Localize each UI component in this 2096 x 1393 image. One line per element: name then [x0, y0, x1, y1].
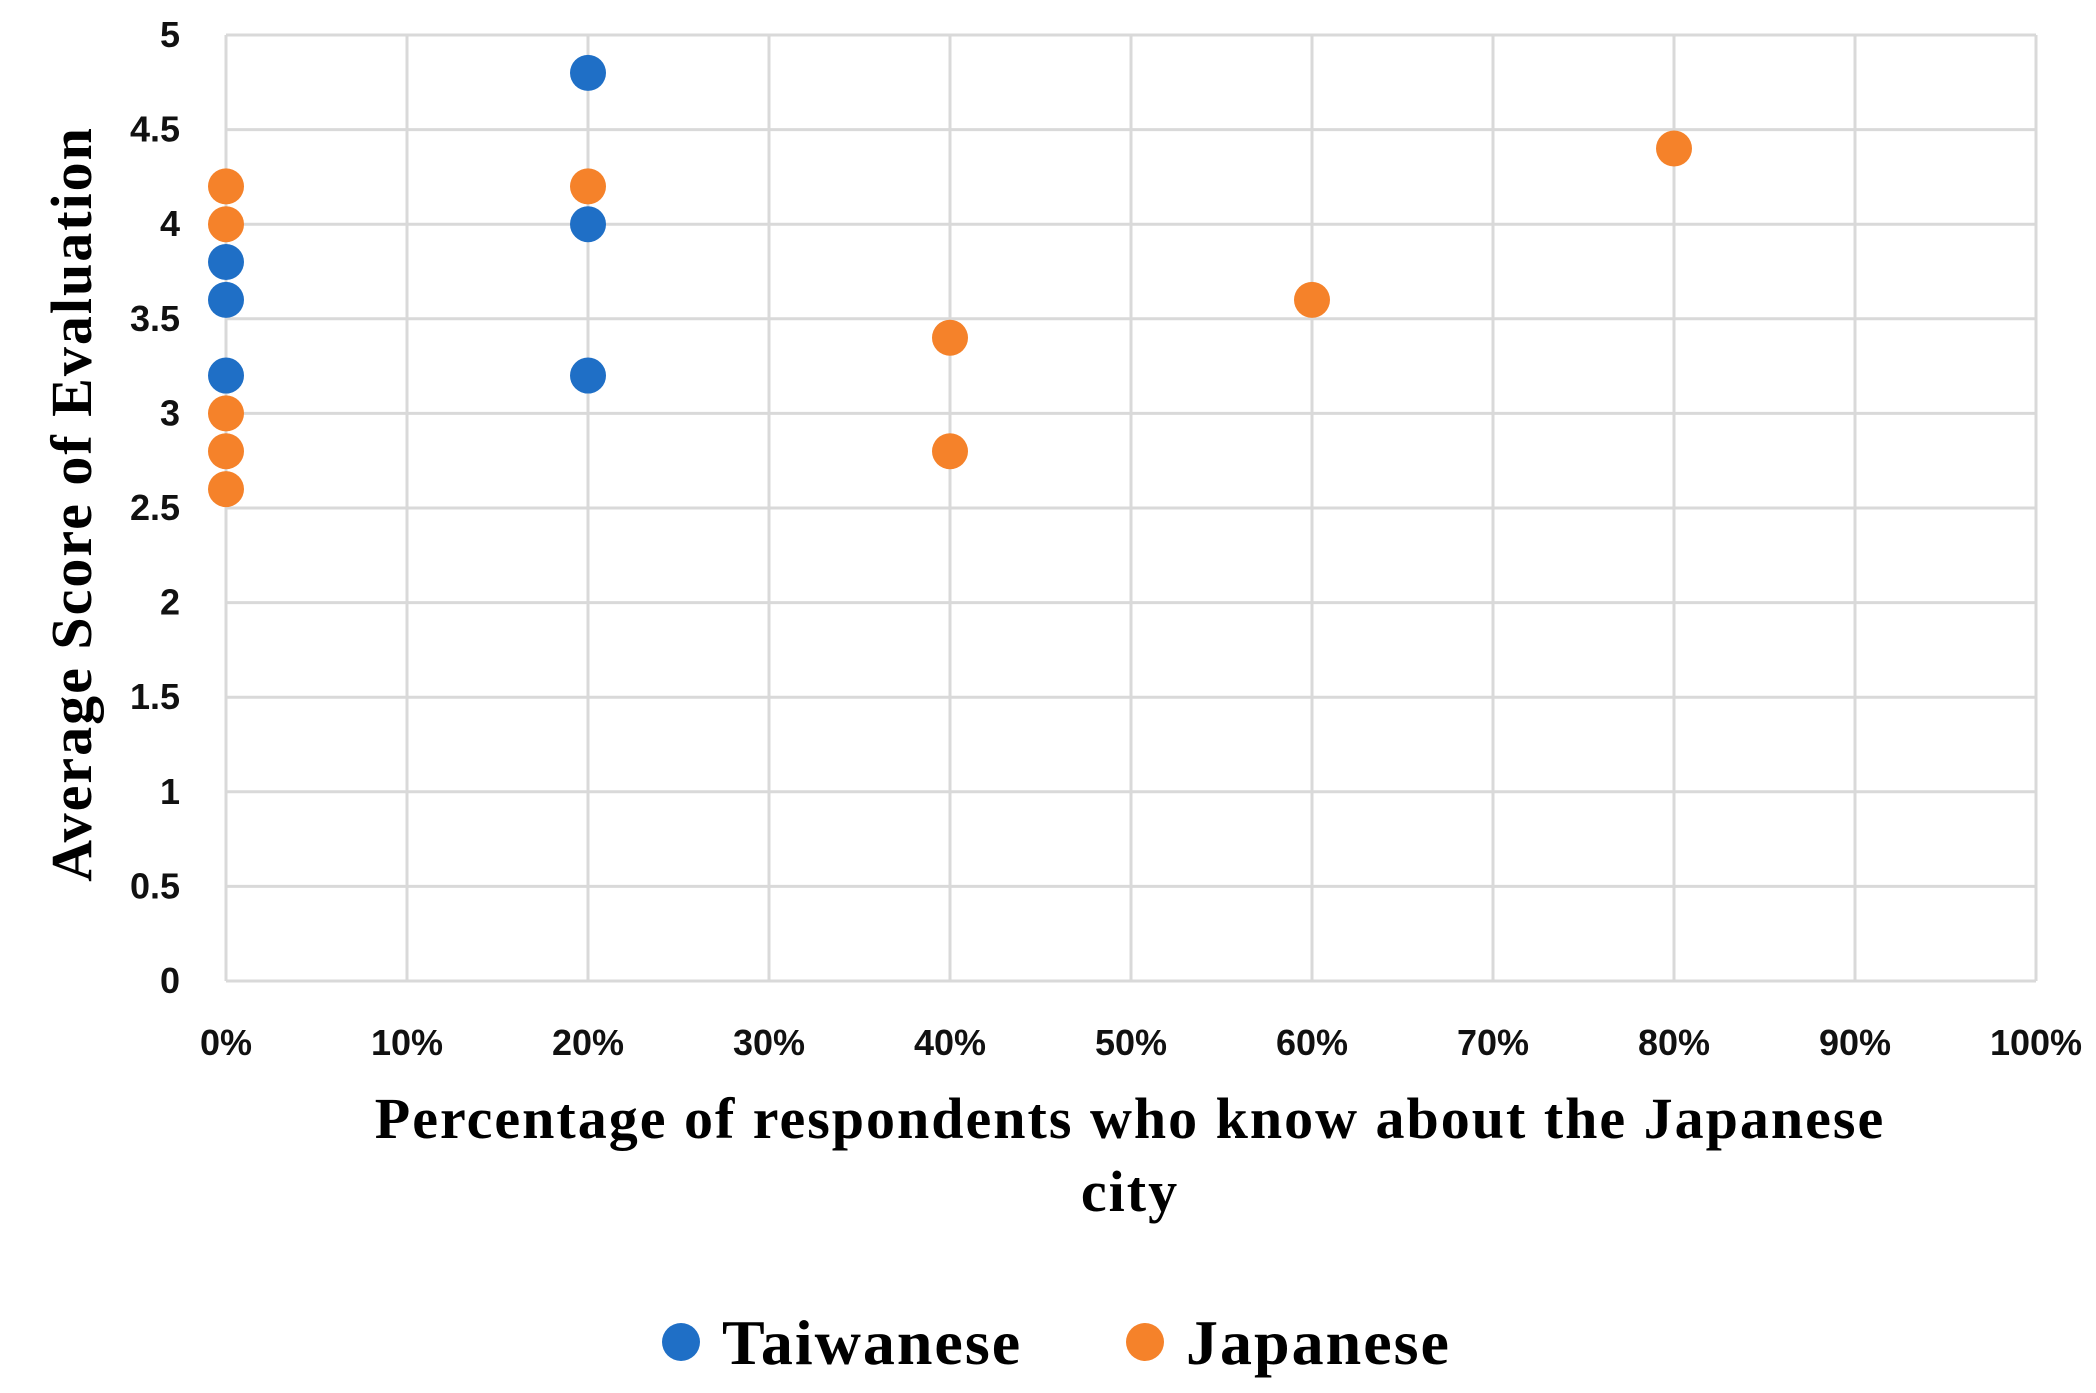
data-point-japanese: [1656, 130, 1692, 167]
x-tick-label: 50%: [1095, 1022, 1167, 1063]
x-tick-label: 10%: [371, 1022, 443, 1063]
y-tick-label: 2.5: [130, 487, 180, 528]
data-points: [208, 54, 1692, 508]
x-tick-label: 30%: [733, 1022, 805, 1063]
data-point-japanese: [208, 206, 244, 243]
y-tick-label: 3: [160, 392, 180, 433]
x-tick-label: 90%: [1819, 1022, 1891, 1063]
x-tick-label: 100%: [1990, 1022, 2082, 1063]
gridlines: [224, 33, 2038, 983]
y-tick-label: 0.5: [130, 865, 180, 906]
y-tick-label: 0: [160, 960, 180, 1001]
data-point-taiwanese: [208, 281, 244, 318]
data-point-taiwanese: [570, 357, 606, 394]
x-tick-label: 60%: [1276, 1022, 1348, 1063]
data-point-japanese: [208, 433, 244, 470]
x-axis-ticks: 0% 10% 20% 30% 40% 50% 60% 70% 80% 90% 100%: [200, 1022, 2082, 1063]
y-tick-label: 4: [160, 203, 180, 244]
y-axis-title: Average Score of Evaluation: [39, 126, 104, 882]
data-point-japanese: [208, 471, 244, 508]
data-point-taiwanese: [570, 54, 606, 91]
legend-label-japanese: Japanese: [1186, 1307, 1451, 1378]
data-point-japanese: [570, 168, 606, 205]
x-tick-label: 70%: [1457, 1022, 1529, 1063]
x-tick-label: 80%: [1638, 1022, 1710, 1063]
data-point-japanese: [208, 395, 244, 432]
data-point-taiwanese: [208, 357, 244, 394]
data-point-japanese: [932, 433, 968, 470]
legend-marker-taiwanese: [662, 1323, 700, 1361]
x-tick-label: 0%: [200, 1022, 252, 1063]
y-tick-label: 1: [160, 771, 180, 812]
x-axis-title-line-2: city: [1081, 1159, 1179, 1224]
y-tick-label: 2: [160, 582, 180, 623]
legend-marker-japanese: [1126, 1323, 1164, 1361]
x-axis-title-line-1: Percentage of respondents who know about…: [375, 1086, 1885, 1151]
legend-label-taiwanese: Taiwanese: [722, 1307, 1022, 1378]
data-point-japanese: [1294, 281, 1330, 318]
x-tick-label: 40%: [914, 1022, 986, 1063]
x-tick-label: 20%: [552, 1022, 624, 1063]
data-point-japanese: [932, 319, 968, 356]
y-tick-label: 5: [160, 14, 180, 55]
data-point-japanese: [208, 168, 244, 205]
y-tick-label: 1.5: [130, 676, 180, 717]
data-point-taiwanese: [570, 206, 606, 243]
y-axis-ticks: 0 0.5 1 1.5 2 2.5 3 3.5 4 4.5 5: [130, 14, 180, 1001]
y-tick-label: 4.5: [130, 109, 180, 150]
data-point-taiwanese: [208, 244, 244, 281]
y-tick-label: 3.5: [130, 298, 180, 339]
legend: Taiwanese Japanese: [662, 1307, 1451, 1378]
